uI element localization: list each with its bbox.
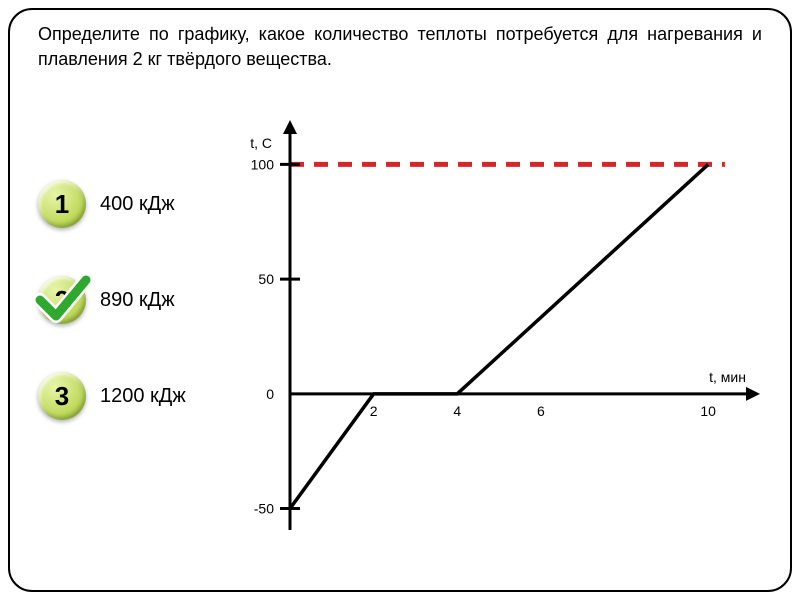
checkmark-icon	[32, 270, 92, 330]
y-tick-label: 0	[266, 386, 274, 402]
y-axis-arrow	[283, 120, 297, 134]
x-tick-label: 10	[700, 403, 716, 419]
x-tick-label: 4	[453, 403, 461, 419]
option-label: 1200 кДж	[100, 385, 186, 408]
x-axis-arrow	[746, 387, 760, 401]
answer-option[interactable]: 3 1200 кДж	[38, 372, 186, 420]
answer-option[interactable]: 2 890 кДж	[38, 276, 186, 324]
option-label: 890 кДж	[100, 289, 175, 312]
heating-curve	[290, 164, 708, 508]
heat-chart: -50 0 50 100 2 4 6 10 t, C t, мин	[230, 110, 770, 560]
option-badge: 3	[38, 372, 86, 420]
x-axis-label: t, мин	[709, 369, 746, 385]
answer-option[interactable]: 1 400 кДж	[38, 180, 186, 228]
option-label: 400 кДж	[100, 193, 175, 216]
question-text: Определите по графику, какое количество …	[30, 22, 770, 72]
option-badge: 2	[38, 276, 86, 324]
y-axis-label: t, C	[250, 135, 272, 151]
option-badge: 1	[38, 180, 86, 228]
answer-options: 1 400 кДж 2 890 кДж 3 1200 кДж	[38, 180, 186, 420]
y-tick-label: 100	[251, 156, 275, 172]
card-frame: Определите по графику, какое количество …	[8, 8, 792, 592]
x-tick-label: 6	[537, 403, 545, 419]
y-tick-label: 50	[258, 271, 274, 287]
y-tick-label: -50	[254, 501, 274, 517]
x-tick-label: 2	[370, 403, 378, 419]
